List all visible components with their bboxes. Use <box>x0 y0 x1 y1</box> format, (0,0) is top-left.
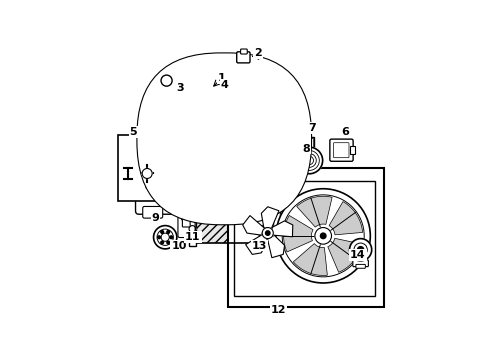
Bar <box>227 168 384 307</box>
Polygon shape <box>297 196 332 227</box>
Bar <box>189 85 196 91</box>
Text: 8: 8 <box>303 144 311 153</box>
FancyBboxPatch shape <box>136 181 182 214</box>
Text: 6: 6 <box>342 127 349 137</box>
Text: 13: 13 <box>252 240 267 251</box>
FancyBboxPatch shape <box>237 52 250 63</box>
Circle shape <box>276 189 370 283</box>
Bar <box>235 181 375 296</box>
Polygon shape <box>284 216 313 252</box>
Text: 10: 10 <box>172 240 187 251</box>
Circle shape <box>358 247 364 253</box>
Polygon shape <box>268 235 285 258</box>
FancyBboxPatch shape <box>143 207 163 218</box>
FancyBboxPatch shape <box>178 216 195 238</box>
Circle shape <box>296 147 322 174</box>
FancyBboxPatch shape <box>174 193 184 204</box>
Circle shape <box>153 226 177 249</box>
Circle shape <box>161 231 164 233</box>
FancyBboxPatch shape <box>330 139 353 161</box>
Circle shape <box>266 231 270 235</box>
Circle shape <box>315 228 332 244</box>
FancyBboxPatch shape <box>146 179 158 188</box>
Bar <box>196 99 273 243</box>
Bar <box>196 99 273 243</box>
Bar <box>273 96 280 246</box>
Circle shape <box>349 239 372 261</box>
Text: 2: 2 <box>254 48 262 58</box>
Circle shape <box>142 168 152 179</box>
Text: 9: 9 <box>151 213 159 223</box>
FancyBboxPatch shape <box>334 143 349 158</box>
Circle shape <box>262 228 273 239</box>
Text: 1: 1 <box>218 73 226 83</box>
Text: 7: 7 <box>308 123 316 133</box>
FancyBboxPatch shape <box>353 260 368 267</box>
Circle shape <box>170 236 172 239</box>
Bar <box>302 138 314 148</box>
Bar <box>350 146 355 154</box>
FancyBboxPatch shape <box>137 53 312 225</box>
Bar <box>189 96 196 246</box>
FancyBboxPatch shape <box>182 213 192 220</box>
Polygon shape <box>272 221 293 237</box>
Text: 12: 12 <box>271 305 287 315</box>
Circle shape <box>320 233 326 239</box>
Circle shape <box>167 241 170 244</box>
Polygon shape <box>245 235 268 255</box>
Circle shape <box>161 241 164 244</box>
Circle shape <box>189 226 196 232</box>
FancyBboxPatch shape <box>182 214 190 227</box>
FancyBboxPatch shape <box>356 264 366 268</box>
Polygon shape <box>294 244 327 275</box>
Circle shape <box>161 75 172 86</box>
Text: 4: 4 <box>221 80 229 90</box>
Circle shape <box>189 109 196 116</box>
Polygon shape <box>328 238 362 272</box>
Bar <box>118 135 172 201</box>
Bar <box>301 138 314 149</box>
Polygon shape <box>243 216 264 235</box>
FancyBboxPatch shape <box>182 114 190 127</box>
Circle shape <box>259 224 277 242</box>
Text: 14: 14 <box>350 250 366 260</box>
Polygon shape <box>329 202 363 235</box>
Text: 3: 3 <box>176 82 184 93</box>
Text: 5: 5 <box>129 127 137 137</box>
Circle shape <box>158 236 161 239</box>
Circle shape <box>273 109 280 116</box>
Circle shape <box>167 231 170 233</box>
Circle shape <box>273 226 280 232</box>
Polygon shape <box>261 207 279 228</box>
Text: 11: 11 <box>185 232 201 242</box>
FancyBboxPatch shape <box>241 49 247 54</box>
